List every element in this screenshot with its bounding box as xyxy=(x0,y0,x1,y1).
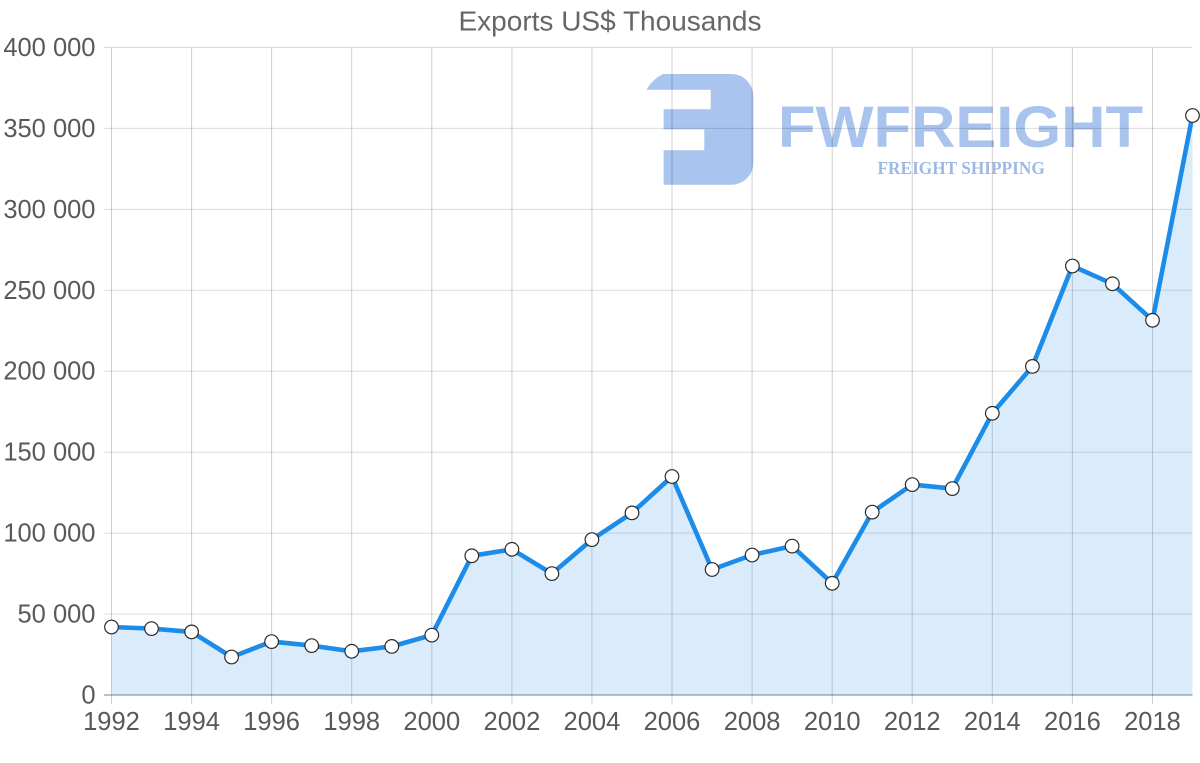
svg-text:350 000: 350 000 xyxy=(3,115,95,143)
svg-text:Exports US$ Thousands: Exports US$ Thousands xyxy=(459,6,762,37)
svg-text:2012: 2012 xyxy=(884,708,941,736)
svg-text:FREIGHT SHIPPING: FREIGHT SHIPPING xyxy=(878,158,1045,179)
svg-text:2018: 2018 xyxy=(1124,708,1181,736)
svg-text:1992: 1992 xyxy=(83,708,140,736)
svg-text:1996: 1996 xyxy=(243,708,300,736)
svg-text:150 000: 150 000 xyxy=(3,439,95,467)
svg-text:200 000: 200 000 xyxy=(3,358,95,386)
svg-text:300 000: 300 000 xyxy=(3,196,95,224)
svg-text:2010: 2010 xyxy=(804,708,861,736)
svg-text:0: 0 xyxy=(81,682,95,710)
svg-text:2006: 2006 xyxy=(644,708,701,736)
svg-text:2008: 2008 xyxy=(724,708,781,736)
svg-text:2002: 2002 xyxy=(484,708,541,736)
svg-text:50 000: 50 000 xyxy=(18,601,96,629)
svg-text:1994: 1994 xyxy=(163,708,220,736)
svg-text:1998: 1998 xyxy=(323,708,380,736)
svg-text:2004: 2004 xyxy=(564,708,621,736)
svg-text:2014: 2014 xyxy=(964,708,1021,736)
svg-text:100 000: 100 000 xyxy=(3,520,95,548)
svg-text:FWFREIGHT: FWFREIGHT xyxy=(778,95,1143,160)
svg-text:250 000: 250 000 xyxy=(3,277,95,305)
svg-text:400 000: 400 000 xyxy=(3,34,95,62)
svg-text:2016: 2016 xyxy=(1044,708,1101,736)
svg-text:2000: 2000 xyxy=(403,708,460,736)
